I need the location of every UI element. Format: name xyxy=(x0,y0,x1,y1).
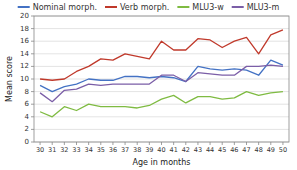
x-tick-label: 42 xyxy=(182,146,190,154)
y-tick xyxy=(31,142,34,143)
x-tick-label: 47 xyxy=(242,146,250,154)
legend: Nominal morph. Verb morph. MLU3-w MLU3-m xyxy=(18,3,280,12)
y-tick xyxy=(31,79,34,80)
grid-line xyxy=(34,28,289,29)
x-tick xyxy=(282,142,283,145)
y-tick-label: 12 xyxy=(20,62,29,70)
x-tick-label: 41 xyxy=(170,146,178,154)
y-tick-label: 10 xyxy=(20,75,29,83)
y-tick-label: 2 xyxy=(25,125,29,133)
x-tick-label: 34 xyxy=(85,146,93,154)
y-tick-label: 16 xyxy=(20,37,29,45)
grid-line xyxy=(34,104,289,105)
grid-line xyxy=(34,53,289,54)
y-tick xyxy=(31,16,34,17)
x-tick-label: 50 xyxy=(279,146,287,154)
legend-item: MLU3-m xyxy=(232,3,280,12)
chart: 0246810121416182030313233343536373839404… xyxy=(0,0,297,170)
x-tick-label: 44 xyxy=(206,146,214,154)
x-tick xyxy=(112,142,113,145)
x-tick xyxy=(161,142,162,145)
x-tick-label: 31 xyxy=(48,146,56,154)
grid-line xyxy=(34,116,289,117)
legend-item: Nominal morph. xyxy=(18,3,97,12)
series-line xyxy=(40,30,283,80)
y-tick xyxy=(31,116,34,117)
x-tick xyxy=(137,142,138,145)
legend-swatch xyxy=(105,6,117,8)
x-tick-label: 40 xyxy=(157,146,165,154)
x-tick xyxy=(246,142,247,145)
legend-item: MLU3-w xyxy=(177,3,224,12)
y-tick-label: 6 xyxy=(25,100,30,108)
plot-area xyxy=(40,30,283,117)
legend-label: MLU3-w xyxy=(192,3,224,12)
x-tick-label: 46 xyxy=(230,146,238,154)
x-tick-label: 48 xyxy=(255,146,263,154)
y-tick xyxy=(31,91,34,92)
legend-swatch xyxy=(177,6,189,8)
y-axis-label: Mean score xyxy=(5,56,14,102)
grid-line xyxy=(34,129,289,130)
y-tick-label: 0 xyxy=(25,138,29,146)
series-line xyxy=(40,65,283,102)
y-tick-label: 8 xyxy=(25,88,29,96)
x-tick xyxy=(88,142,89,145)
x-tick-label: 45 xyxy=(218,146,226,154)
x-tick xyxy=(100,142,101,145)
x-tick xyxy=(234,142,235,145)
y-tick xyxy=(31,66,34,67)
y-tick-label: 18 xyxy=(20,25,29,33)
x-tick xyxy=(222,142,223,145)
x-axis-label: Age in months xyxy=(133,158,191,167)
y-tick-label: 20 xyxy=(20,12,29,20)
x-tick-label: 35 xyxy=(97,146,105,154)
plot-frame xyxy=(34,16,289,142)
x-tick-label: 37 xyxy=(121,146,129,154)
legend-item: Verb morph. xyxy=(105,3,169,12)
x-tick xyxy=(185,142,186,145)
x-tick-label: 39 xyxy=(145,146,153,154)
x-tick xyxy=(197,142,198,145)
x-tick-label: 30 xyxy=(36,146,44,154)
grid-line xyxy=(34,79,289,80)
x-tick xyxy=(125,142,126,145)
series-line xyxy=(40,92,283,117)
x-tick-label: 32 xyxy=(60,146,68,154)
x-tick xyxy=(258,142,259,145)
legend-label: Nominal morph. xyxy=(33,3,97,12)
x-tick xyxy=(52,142,53,145)
x-tick-label: 36 xyxy=(109,146,117,154)
y-tick xyxy=(31,28,34,29)
x-tick-label: 38 xyxy=(133,146,141,154)
x-tick xyxy=(40,142,41,145)
x-tick xyxy=(210,142,211,145)
x-tick xyxy=(64,142,65,145)
x-tick-label: 49 xyxy=(267,146,275,154)
y-tick-label: 14 xyxy=(20,50,29,58)
y-tick xyxy=(31,53,34,54)
x-tick xyxy=(149,142,150,145)
x-tick-label: 43 xyxy=(194,146,202,154)
x-axis: 30 31 32 33 34 35 36 37 38 39 40 41 42 43 44 45 46 47 48 49… xyxy=(36,142,287,154)
y-tick xyxy=(31,41,34,42)
x-tick xyxy=(270,142,271,145)
grid xyxy=(34,16,289,142)
legend-swatch xyxy=(18,6,30,8)
y-tick xyxy=(31,129,34,130)
legend-label: Verb morph. xyxy=(120,3,169,12)
y-tick xyxy=(31,104,34,105)
y-axis: 0 2 4 6 8 10 12 14 16 18 20 xyxy=(20,12,34,146)
x-tick xyxy=(173,142,174,145)
grid-line xyxy=(34,91,289,92)
legend-label: MLU3-m xyxy=(247,3,280,12)
y-tick-label: 4 xyxy=(25,113,30,121)
x-tick xyxy=(76,142,77,145)
legend-swatch xyxy=(232,6,244,8)
x-tick-label: 33 xyxy=(72,146,80,154)
